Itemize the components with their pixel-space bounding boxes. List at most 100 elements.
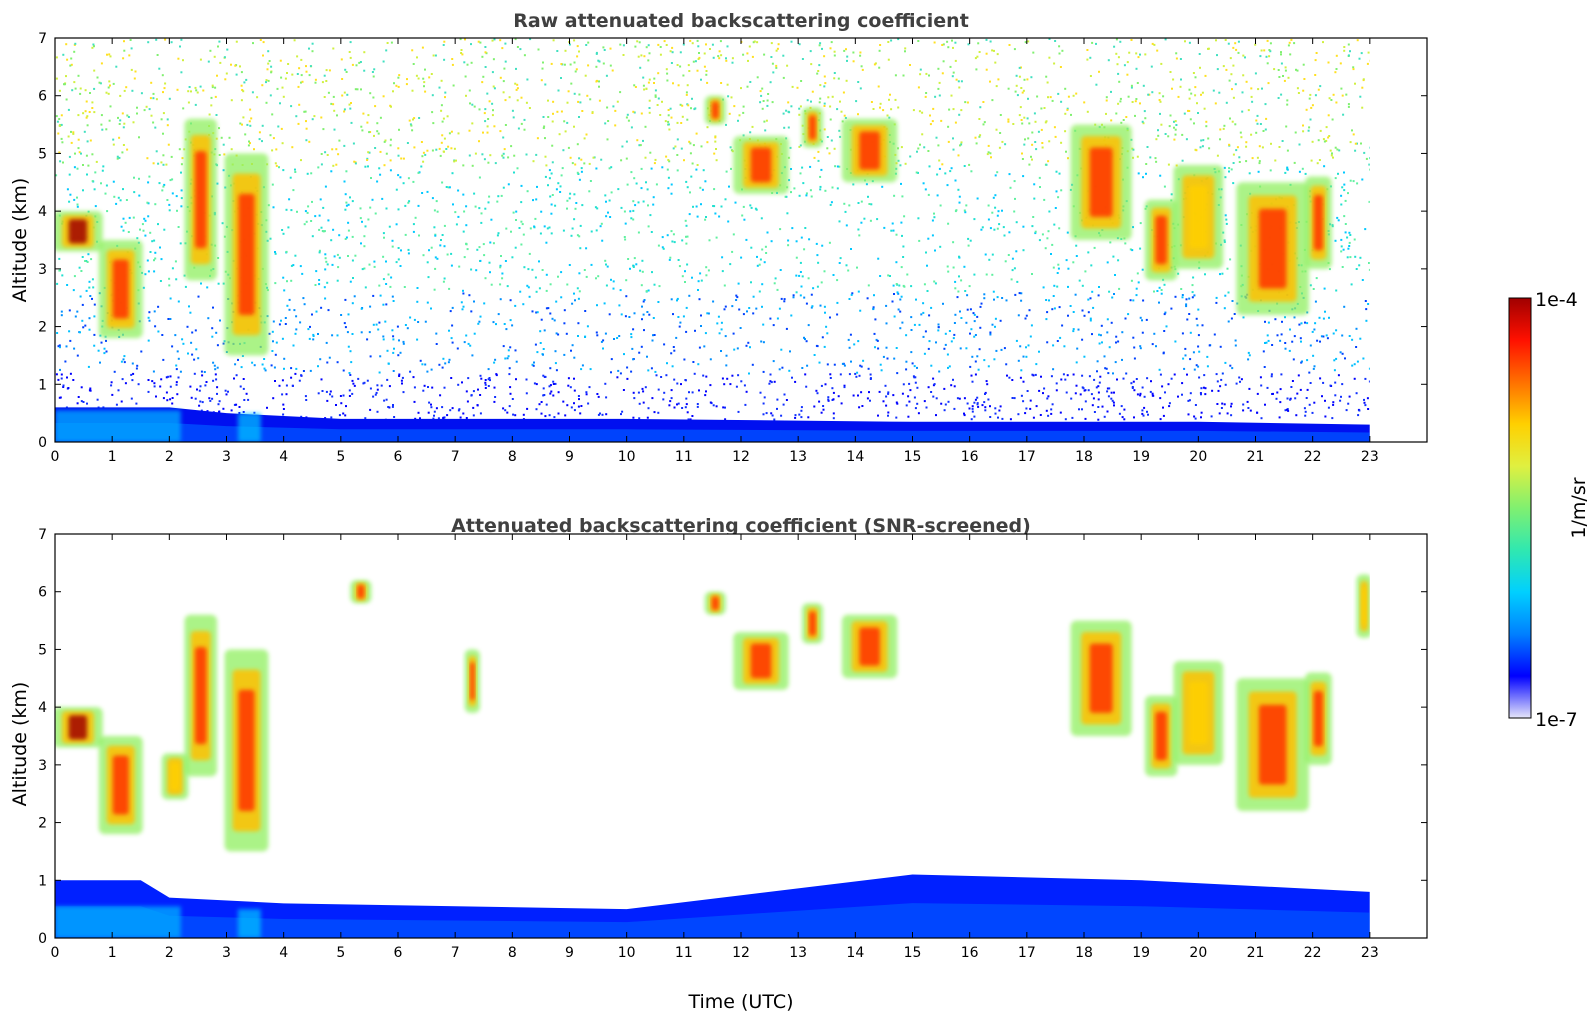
noise-pixel bbox=[284, 317, 287, 319]
noise-pixel bbox=[668, 128, 671, 131]
noise-pixel bbox=[666, 362, 668, 365]
noise-pixel bbox=[976, 396, 979, 399]
noise-pixel bbox=[442, 280, 445, 283]
noise-pixel bbox=[207, 317, 210, 320]
noise-pixel bbox=[1225, 218, 1228, 221]
noise-pixel bbox=[60, 373, 63, 376]
noise-pixel bbox=[378, 371, 381, 374]
noise-pixel bbox=[535, 198, 538, 201]
noise-pixel bbox=[639, 66, 642, 69]
noise-pixel bbox=[878, 390, 881, 393]
noise-pixel bbox=[909, 389, 912, 392]
noise-pixel bbox=[705, 73, 708, 76]
noise-pixel bbox=[1009, 418, 1012, 421]
noise-pixel bbox=[1223, 166, 1226, 169]
cloud-feature bbox=[1144, 199, 1178, 281]
noise-pixel bbox=[1136, 272, 1139, 275]
noise-pixel bbox=[1234, 344, 1237, 347]
noise-pixel bbox=[520, 184, 523, 187]
noise-pixel bbox=[865, 183, 868, 186]
noise-pixel bbox=[967, 237, 970, 240]
noise-pixel bbox=[1250, 87, 1253, 90]
noise-pixel bbox=[1029, 407, 1032, 410]
noise-pixel bbox=[1305, 108, 1308, 111]
noise-pixel bbox=[769, 373, 772, 376]
noise-pixel bbox=[1157, 134, 1160, 137]
noise-pixel bbox=[624, 315, 627, 318]
noise-pixel bbox=[1258, 160, 1261, 163]
noise-pixel bbox=[952, 148, 955, 151]
x-tick-label: 8 bbox=[508, 449, 517, 465]
noise-pixel bbox=[1157, 129, 1159, 132]
noise-pixel bbox=[404, 324, 407, 326]
noise-pixel bbox=[679, 321, 682, 324]
noise-pixel bbox=[570, 234, 573, 237]
noise-pixel bbox=[882, 355, 885, 358]
noise-pixel bbox=[1015, 221, 1018, 224]
noise-pixel bbox=[1105, 112, 1107, 115]
noise-pixel bbox=[1064, 112, 1067, 115]
noise-pixel bbox=[1179, 58, 1182, 60]
noise-pixel bbox=[1359, 337, 1362, 340]
noise-pixel bbox=[59, 368, 61, 371]
noise-pixel bbox=[987, 218, 990, 221]
noise-pixel bbox=[937, 326, 940, 329]
noise-pixel bbox=[529, 227, 532, 230]
noise-pixel bbox=[424, 363, 427, 366]
noise-pixel bbox=[940, 119, 943, 122]
noise-pixel bbox=[1034, 120, 1037, 123]
noise-pixel bbox=[1357, 414, 1360, 417]
noise-pixel bbox=[430, 307, 432, 310]
noise-pixel bbox=[532, 364, 535, 367]
noise-pixel bbox=[915, 298, 917, 301]
noise-pixel bbox=[382, 232, 385, 235]
noise-pixel bbox=[399, 265, 402, 267]
noise-pixel bbox=[1021, 158, 1024, 160]
noise-pixel bbox=[448, 132, 451, 135]
noise-pixel bbox=[318, 283, 321, 286]
noise-pixel bbox=[822, 405, 825, 407]
noise-pixel bbox=[1063, 345, 1066, 348]
noise-pixel bbox=[1188, 97, 1191, 100]
noise-pixel bbox=[1288, 349, 1291, 352]
noise-pixel bbox=[622, 54, 625, 56]
noise-pixel bbox=[160, 161, 163, 164]
noise-pixel bbox=[959, 144, 961, 147]
noise-pixel bbox=[353, 160, 356, 163]
noise-pixel bbox=[451, 324, 454, 327]
noise-pixel bbox=[702, 169, 705, 172]
noise-pixel bbox=[199, 58, 202, 61]
noise-pixel bbox=[1017, 314, 1020, 317]
noise-pixel bbox=[265, 79, 268, 82]
noise-pixel bbox=[882, 400, 885, 403]
noise-pixel bbox=[65, 75, 67, 78]
noise-pixel bbox=[819, 185, 822, 188]
noise-pixel bbox=[1324, 399, 1326, 402]
noise-pixel bbox=[397, 147, 400, 150]
noise-pixel bbox=[569, 156, 572, 159]
noise-pixel bbox=[681, 239, 684, 242]
noise-pixel bbox=[859, 87, 862, 90]
noise-pixel bbox=[944, 403, 947, 406]
noise-pixel bbox=[516, 87, 519, 90]
noise-pixel bbox=[696, 69, 699, 72]
noise-pixel bbox=[240, 366, 243, 369]
noise-pixel bbox=[590, 263, 593, 266]
noise-pixel bbox=[885, 304, 888, 307]
noise-pixel bbox=[577, 395, 580, 397]
noise-pixel bbox=[645, 87, 648, 90]
noise-pixel bbox=[1237, 40, 1240, 43]
noise-pixel bbox=[770, 240, 773, 243]
noise-pixel bbox=[527, 268, 530, 271]
noise-pixel bbox=[362, 382, 365, 385]
noise-pixel bbox=[924, 188, 927, 191]
noise-pixel bbox=[242, 378, 245, 380]
noise-pixel bbox=[395, 223, 398, 226]
noise-pixel bbox=[343, 144, 346, 147]
noise-pixel bbox=[93, 333, 96, 336]
noise-pixel bbox=[113, 370, 116, 373]
noise-pixel bbox=[534, 276, 537, 279]
noise-pixel bbox=[612, 105, 615, 108]
noise-pixel bbox=[489, 241, 492, 244]
noise-pixel bbox=[766, 231, 769, 234]
